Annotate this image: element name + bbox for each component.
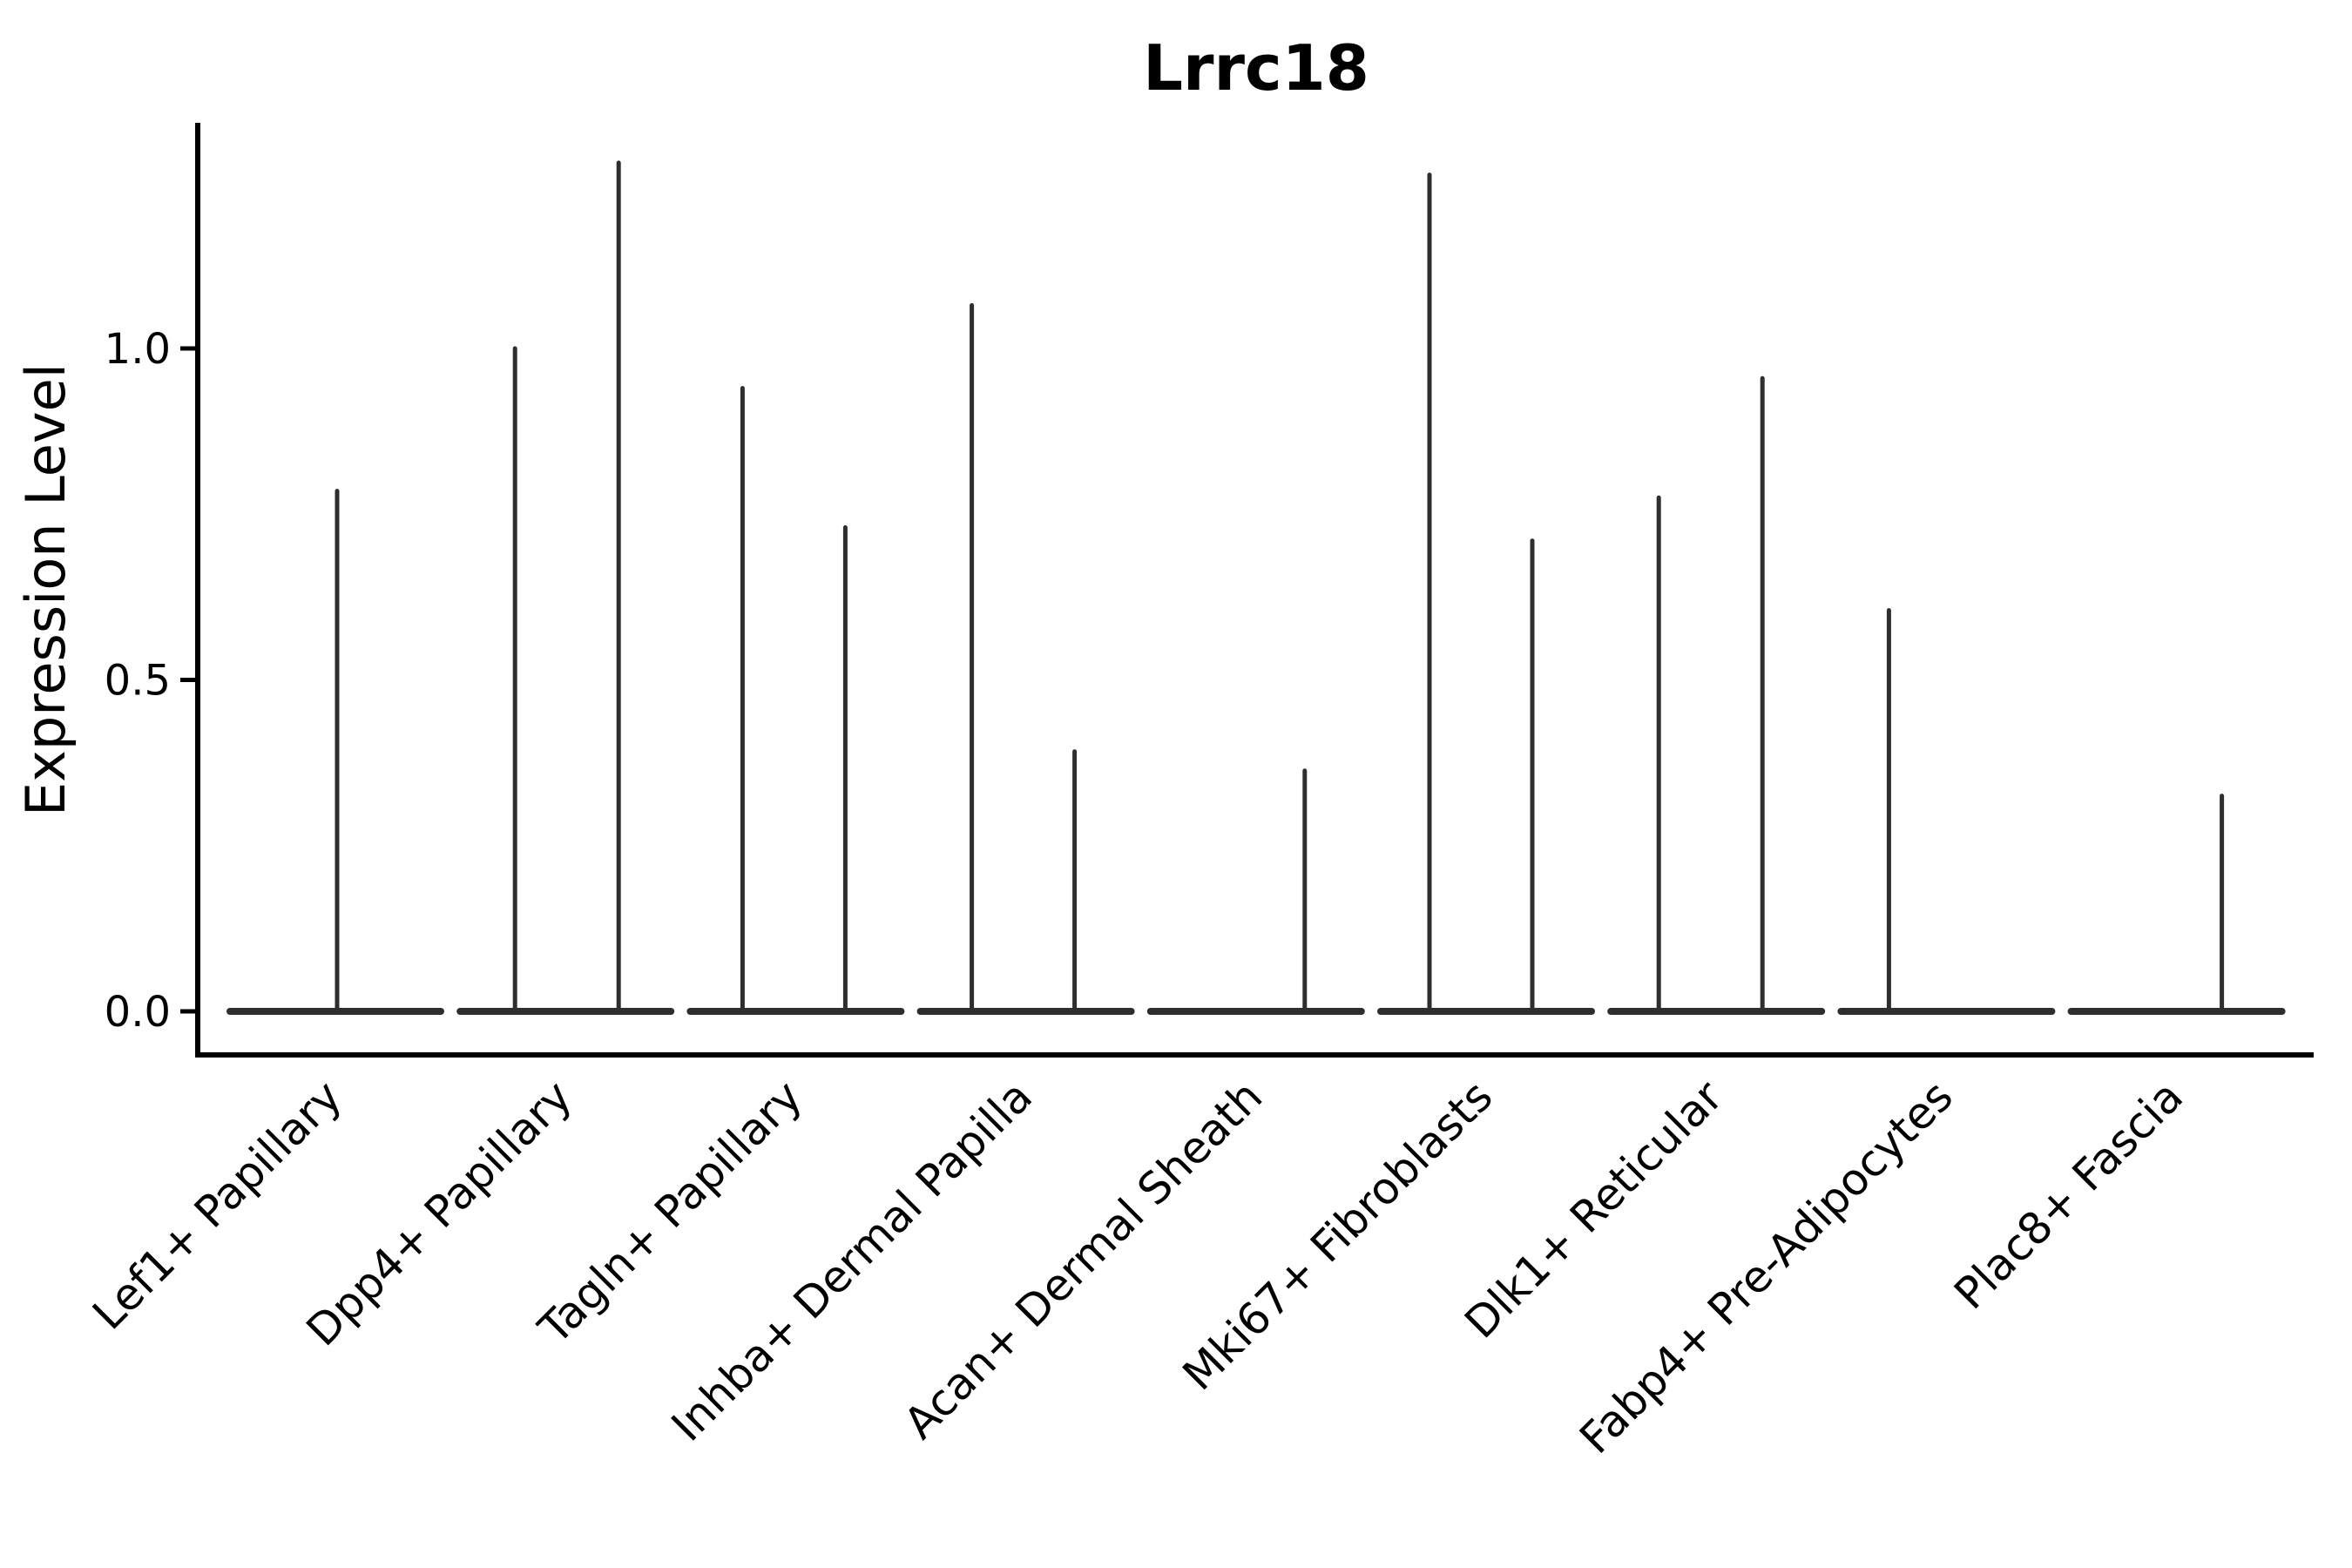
y-tick-label: 0.5 [105,657,171,706]
x-tick-label: Fabp4+ Pre-Adipocytes [1570,1071,1963,1463]
plot-title: Lrrc18 [1143,31,1369,105]
x-tick-label: Lef1+ Papillary [83,1071,351,1339]
y-axis-ticks: 0.0 0.5 1.0 [105,325,198,1037]
y-axis-label: Expression Level [14,363,78,816]
y-tick-label: 0.0 [105,988,171,1037]
violins-group [226,160,2286,1015]
axes [195,123,2314,1058]
y-tick-label: 1.0 [105,325,171,374]
x-tick-label: Plac8+ Fascia [1944,1071,2193,1319]
